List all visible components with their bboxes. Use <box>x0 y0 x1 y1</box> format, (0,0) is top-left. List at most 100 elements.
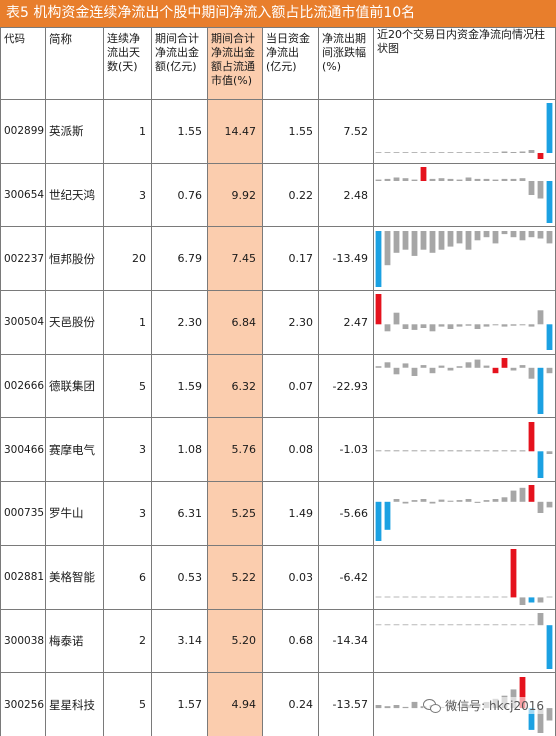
flow-bar <box>411 152 418 154</box>
cell-ratio: 7.45 <box>207 226 263 292</box>
flow-bar <box>429 450 436 452</box>
flow-bar <box>537 612 544 626</box>
flow-bar <box>492 367 499 374</box>
flow-bar <box>528 181 535 196</box>
flow-bar <box>411 624 418 626</box>
header-ratio: 期间合计净流出金额占流通市值(%) <box>207 27 263 100</box>
table-row: 300256 星星科技 5 1.57 4.94 0.24 -13.57 <box>0 672 556 736</box>
flow-bar <box>474 230 481 241</box>
flow-bar <box>492 624 499 626</box>
cell-change: -5.66 <box>318 481 374 546</box>
flow-bar <box>492 499 499 503</box>
flow-bar <box>456 500 463 503</box>
header-spark: 近20个交易日内资金净流向情况柱状图 <box>373 27 556 100</box>
flow-bar <box>393 499 400 503</box>
flow-bar <box>402 502 409 504</box>
flow-bar <box>438 152 445 154</box>
flow-bar <box>429 624 436 626</box>
flow-bar <box>519 151 526 154</box>
flow-bar <box>528 421 535 452</box>
flow-bar <box>438 178 445 182</box>
flow-bar <box>492 324 499 326</box>
flow-bar <box>537 451 544 478</box>
flow-bar <box>465 324 472 327</box>
flow-bar <box>483 450 490 452</box>
cell-amount: 0.53 <box>151 544 208 610</box>
header-amount: 期间合计净流出金额(亿元) <box>151 27 208 100</box>
cell-name: 英派斯 <box>45 99 104 164</box>
flow-bar <box>420 450 427 452</box>
flow-bar <box>375 230 382 287</box>
cell-days: 3 <box>103 162 152 228</box>
flow-bar <box>375 704 382 708</box>
cell-day-amount: 1.49 <box>262 481 319 546</box>
cell-day-amount: 1.55 <box>262 99 319 164</box>
flow-bar <box>411 450 418 452</box>
flow-bar <box>519 597 526 606</box>
flow-bar <box>393 367 400 375</box>
flow-bar <box>384 324 391 332</box>
flow-bar <box>375 502 382 542</box>
flow-bar <box>483 596 490 598</box>
flow-bar-chart <box>375 230 553 287</box>
cell-ratio: 6.32 <box>207 353 263 419</box>
cell-code: 300256 <box>0 672 46 736</box>
flow-bar <box>474 624 481 626</box>
flow-bar-chart <box>375 549 553 606</box>
cell-amount: 2.30 <box>151 290 208 355</box>
cell-amount: 0.76 <box>151 162 208 228</box>
flow-bar <box>519 230 526 241</box>
cell-day-amount: 0.68 <box>262 608 319 674</box>
flow-bar <box>528 324 535 328</box>
cell-ratio: 5.22 <box>207 544 263 610</box>
flow-bar <box>447 450 454 452</box>
flow-bar <box>510 367 517 371</box>
cell-amount: 1.55 <box>151 99 208 164</box>
flow-bar-chart <box>375 421 553 478</box>
cell-sparkline <box>373 353 556 419</box>
cell-change: -13.49 <box>318 226 374 292</box>
flow-bar <box>393 230 400 253</box>
flow-bar <box>411 701 418 708</box>
flow-bar <box>375 624 382 626</box>
flow-bar <box>438 324 445 328</box>
flow-bar <box>501 624 508 626</box>
cell-day-amount: 0.07 <box>262 353 319 419</box>
flow-bar <box>393 177 400 182</box>
flow-bar <box>375 179 382 182</box>
flow-bar <box>474 596 481 598</box>
flow-bar <box>375 450 382 452</box>
flow-bar <box>510 324 517 327</box>
cell-change: -6.42 <box>318 544 374 610</box>
flow-bar <box>546 103 553 154</box>
table-row: 300466 赛摩电气 3 1.08 5.76 0.08 -1.03 <box>0 417 556 483</box>
flow-bar-chart <box>375 358 553 415</box>
flow-bar <box>402 324 409 330</box>
flow-bar <box>501 596 508 598</box>
flow-bar <box>384 596 391 598</box>
flow-bar <box>474 178 481 182</box>
flow-bar <box>384 230 391 265</box>
flow-bar <box>411 500 418 503</box>
flow-bar <box>483 500 490 503</box>
flow-bar <box>546 451 553 454</box>
flow-bar <box>501 178 508 182</box>
flow-bar <box>492 179 499 182</box>
watermark-text: 微信号: hkcj2016 <box>445 699 544 713</box>
cell-sparkline <box>373 417 556 483</box>
watermark: 微信号: hkcj2016 <box>423 697 544 714</box>
flow-bar <box>402 596 409 598</box>
flow-bar <box>546 367 553 374</box>
flow-bar <box>510 152 517 154</box>
flow-bar <box>546 324 553 351</box>
cell-name: 恒邦股份 <box>45 226 104 292</box>
flow-bar <box>465 499 472 503</box>
header-code: 代码 <box>0 27 46 100</box>
flow-bar <box>510 230 517 237</box>
flow-bar <box>393 313 400 325</box>
flow-bar <box>384 152 391 154</box>
cell-name: 美格智能 <box>45 544 104 610</box>
flow-bar <box>447 324 454 330</box>
cell-ratio: 5.25 <box>207 481 263 546</box>
cell-sparkline <box>373 481 556 546</box>
